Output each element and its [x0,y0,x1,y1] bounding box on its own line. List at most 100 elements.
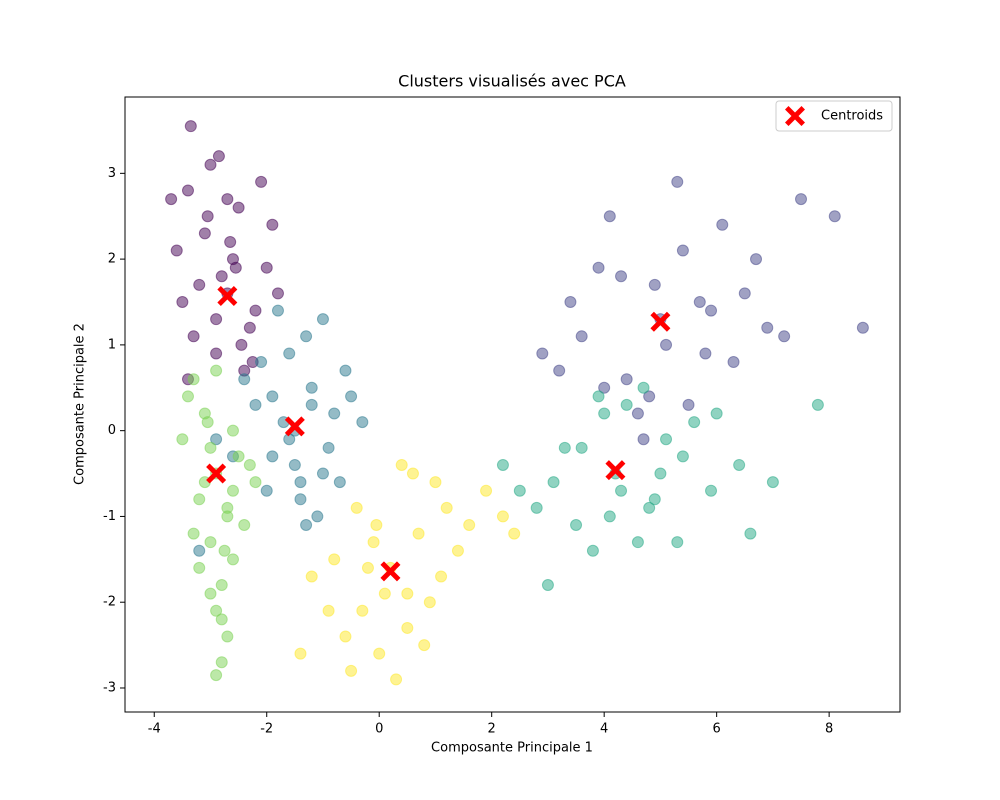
scatter-point [795,193,808,206]
scatter-point [564,296,577,308]
scatter-point [592,390,605,403]
scatter-point [536,347,549,360]
scatter-point [367,536,380,549]
y-tick-label: -2 [103,595,116,610]
scatter-point [508,527,521,540]
scatter-point [496,510,509,523]
scatter-point [193,544,206,557]
scatter-point [210,347,223,360]
y-tick-label: -1 [103,509,116,524]
scatter-point [201,210,214,223]
scatter-point [671,175,684,188]
scatter-point [558,441,571,454]
scatter-point [750,253,763,266]
scatter-point [648,493,661,506]
scatter-point [676,244,689,257]
chart-title: Clusters visualisés avec PCA [398,72,626,91]
scatter-point [305,398,318,411]
scatter-point [570,519,583,532]
scatter-point [648,278,661,291]
scatter-point [766,476,779,489]
scatter-point [249,476,262,489]
scatter-point [401,587,414,600]
scatter-point [316,313,329,326]
scatter-point [322,441,335,454]
scatter-point [176,433,189,446]
scatter-point [255,175,268,188]
scatter-point [727,356,740,369]
scatter-point [226,553,239,566]
scatter-point [643,501,656,514]
scatter-point [693,296,706,308]
legend-label: Centroids [821,109,883,124]
scatter-point [266,450,279,463]
scatter-point [856,321,869,334]
scatter-point [761,321,774,334]
scatter-point [238,373,251,386]
scatter-point [418,639,431,652]
scatter-point [294,493,307,506]
y-tick-label: 3 [108,166,116,181]
y-axis-label: Composante Principale 2 [73,323,88,485]
scatter-point [204,158,217,171]
scatter-point [710,407,723,420]
scatter-point [778,330,791,343]
scatter-point [224,235,237,248]
scatter-point [733,458,746,471]
scatter-point [322,604,335,617]
scatter-point [480,484,493,497]
scatter-point [744,527,757,540]
scatter-point [496,458,509,471]
scatter-point [620,373,633,386]
scatter-point [547,476,560,489]
centroid-marker [217,285,238,306]
scatter-point [232,450,245,463]
scatter-point [356,604,369,617]
scatter-point [210,313,223,326]
scatter-point [187,373,200,386]
scatter-point [423,596,436,609]
scatter-point [811,398,824,411]
scatter-point [682,398,695,411]
scatter-point [170,244,183,257]
scatter-point [311,510,324,523]
scatter-point [345,390,358,403]
scatter-point [249,398,262,411]
scatter-point [305,570,318,583]
scatter-point [288,458,301,471]
scatter-point [300,519,313,532]
scatter-point [221,193,234,206]
scatter-point [204,536,217,549]
scatter-point [598,381,611,394]
scatter-point [235,338,248,351]
scatter-point [631,536,644,549]
scatter-point [243,321,256,334]
scatter-point [218,544,231,557]
x-tick-label: -4 [148,722,161,737]
scatter-point [660,338,673,351]
scatter-point [176,296,189,308]
legend-marker [785,106,805,126]
scatter-point [339,364,352,377]
scatter-point [643,390,656,403]
scatter-point [541,579,554,592]
scatter-point [210,364,223,377]
scatter-point [221,630,234,643]
scatter-point [637,381,650,394]
scatter-point [738,287,751,300]
scatter-point [592,261,605,274]
scatter-point [260,261,273,274]
scatter-point [165,193,178,206]
x-tick-label: 0 [375,722,383,737]
scatter-point [201,416,214,429]
scatter-point [193,493,206,506]
scatter-point [333,476,346,489]
legend: Centroids [775,100,893,132]
scatter-point [271,287,284,300]
scatter-point [345,664,358,677]
scatter-point [373,647,386,660]
scatter-point [401,621,414,634]
scatter-point [294,476,307,489]
scatter-point [406,467,419,480]
plot-area [165,120,869,686]
